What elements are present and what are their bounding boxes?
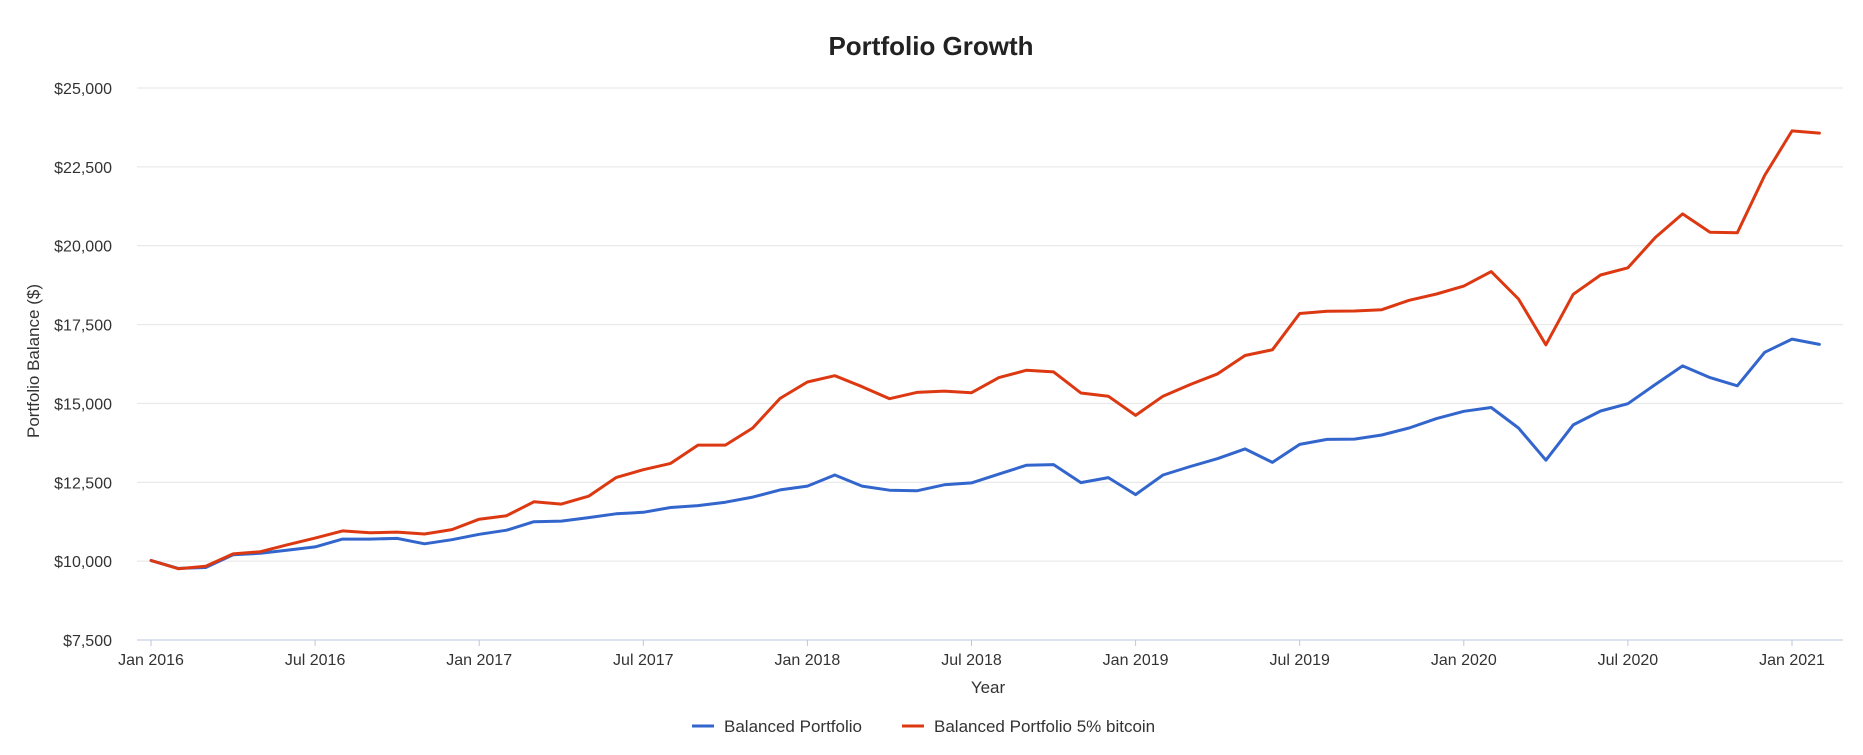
x-tick-label: Jan 2017 (446, 652, 512, 669)
series-line-balanced-bitcoin (149, 129, 1821, 571)
x-tick-label: Jul 2019 (1269, 652, 1330, 669)
y-tick-label: $12,500 (54, 475, 112, 492)
x-tick-label: Jul 2020 (1598, 652, 1659, 669)
y-tick-label: $7,500 (63, 633, 112, 650)
x-tick-label: Jul 2016 (285, 652, 346, 669)
x-tick-label: Jan 2018 (774, 652, 840, 669)
y-tick-label: $25,000 (54, 81, 112, 98)
x-tick-label: Jul 2017 (613, 652, 674, 669)
y-tick-label: $10,000 (54, 554, 112, 571)
legend-label-balanced[interactable]: Balanced Portfolio (724, 717, 862, 736)
series-lines (149, 129, 1821, 571)
axes: $7,500 $10,000 $12,500 $15,000 $17,500 $20,00… (54, 81, 1843, 669)
x-tick-label: Jul 2018 (941, 652, 1002, 669)
x-tick-label: Jan 2021 (1759, 652, 1825, 669)
legend: Balanced Portfolio Balanced Portfolio 5% … (692, 717, 1155, 736)
y-tick-label: $20,000 (54, 239, 112, 256)
gridlines (137, 87, 1843, 562)
x-tick-label: Jan 2020 (1431, 652, 1497, 669)
x-axis-label: Year (971, 678, 1006, 697)
x-tick-label: Jan 2019 (1103, 652, 1169, 669)
series-line-balanced (149, 337, 1821, 570)
y-tick-label: $22,500 (54, 160, 112, 177)
y-tick-label: $17,500 (54, 318, 112, 335)
legend-label-balanced-bitcoin[interactable]: Balanced Portfolio 5% bitcoin (934, 717, 1155, 736)
chart-title: Portfolio Growth (828, 31, 1033, 61)
x-tick-label: Jan 2016 (118, 652, 184, 669)
y-axis-label: Portfolio Balance ($) (24, 284, 43, 438)
y-tick-label: $15,000 (54, 396, 112, 413)
